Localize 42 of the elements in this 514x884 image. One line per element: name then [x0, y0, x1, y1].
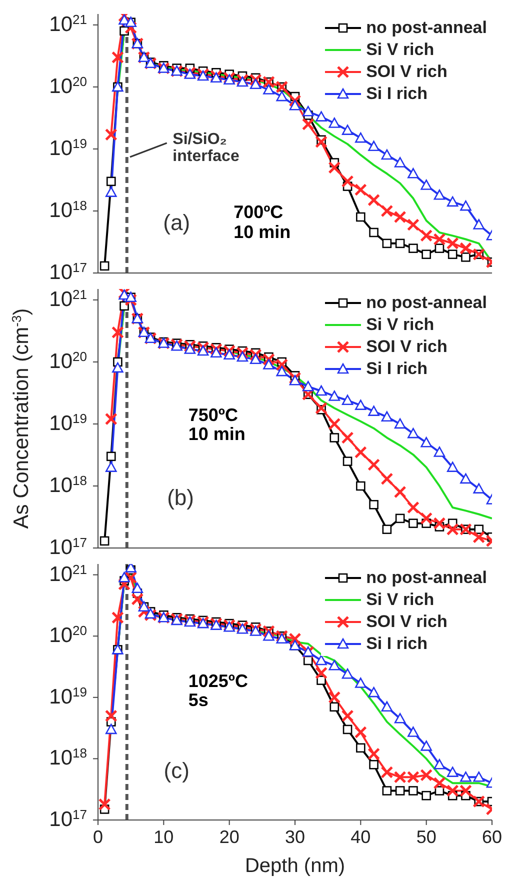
legend-label: SOI V rich [366, 61, 448, 83]
y-tick-label: 10$^{19}$ [49, 410, 87, 435]
legend-label: Si V rich [366, 589, 434, 611]
annotation: 1025ºC 5s [188, 670, 248, 712]
x-tick-label: 30 [284, 827, 306, 847]
legend-label: Si V rich [366, 314, 434, 336]
legend-label: no post-anneal [366, 292, 487, 314]
annotation: (b) [167, 484, 194, 510]
x-tick-label: 0 [92, 827, 104, 847]
x-tick-label: 10 [154, 827, 174, 847]
legend-label: SOI V rich [366, 611, 448, 633]
annotation: 750ºC 10 min [188, 404, 246, 446]
y-tick-label: 10$^{17}$ [49, 260, 87, 284]
y-tick-label: 10$^{18}$ [49, 745, 87, 770]
y-tick-label: 10$^{21}$ [49, 561, 87, 586]
x-axis-title: Depth (nm) [244, 855, 346, 877]
y-tick-label: 10$^{19}$ [49, 684, 87, 708]
y-tick-label: 10$^{20}$ [49, 348, 87, 373]
x-tick-label: 20 [219, 827, 240, 847]
annotation: (a) [163, 210, 190, 236]
y-tick-label: 10$^{18}$ [49, 472, 87, 497]
x-tick-label: 60 [482, 827, 502, 847]
y-tick-label: 10$^{18}$ [49, 197, 87, 222]
y-tick-label: 10$^{21}$ [49, 11, 87, 36]
y-tick-label: 10$^{17}$ [49, 534, 87, 559]
y-tick-label: 10$^{19}$ [49, 135, 87, 160]
legend-label: SOI V rich [366, 336, 448, 358]
annotation: (c) [164, 758, 190, 783]
legend-label: Si V rich [366, 39, 434, 61]
annotation: Si/SiO₂ interface [172, 130, 240, 166]
y-tick-label: 10$^{20}$ [49, 622, 87, 648]
legend-label: Si I rich [366, 358, 428, 380]
legend-label: Si I rich [366, 633, 428, 655]
legend-label: no post-anneal [366, 17, 487, 39]
x-tick-label: 40 [350, 827, 371, 847]
y-tick-label: 10$^{21}$ [49, 286, 87, 311]
x-tick-label: 50 [416, 827, 436, 847]
legend-label: Si I rich [366, 83, 428, 105]
y-tick-label: 10$^{20}$ [49, 73, 87, 98]
annotation: 700ºC 10 min [234, 202, 291, 243]
legend-label: no post-anneal [366, 567, 487, 589]
y-tick-label: 10$^{17}$ [49, 806, 87, 831]
